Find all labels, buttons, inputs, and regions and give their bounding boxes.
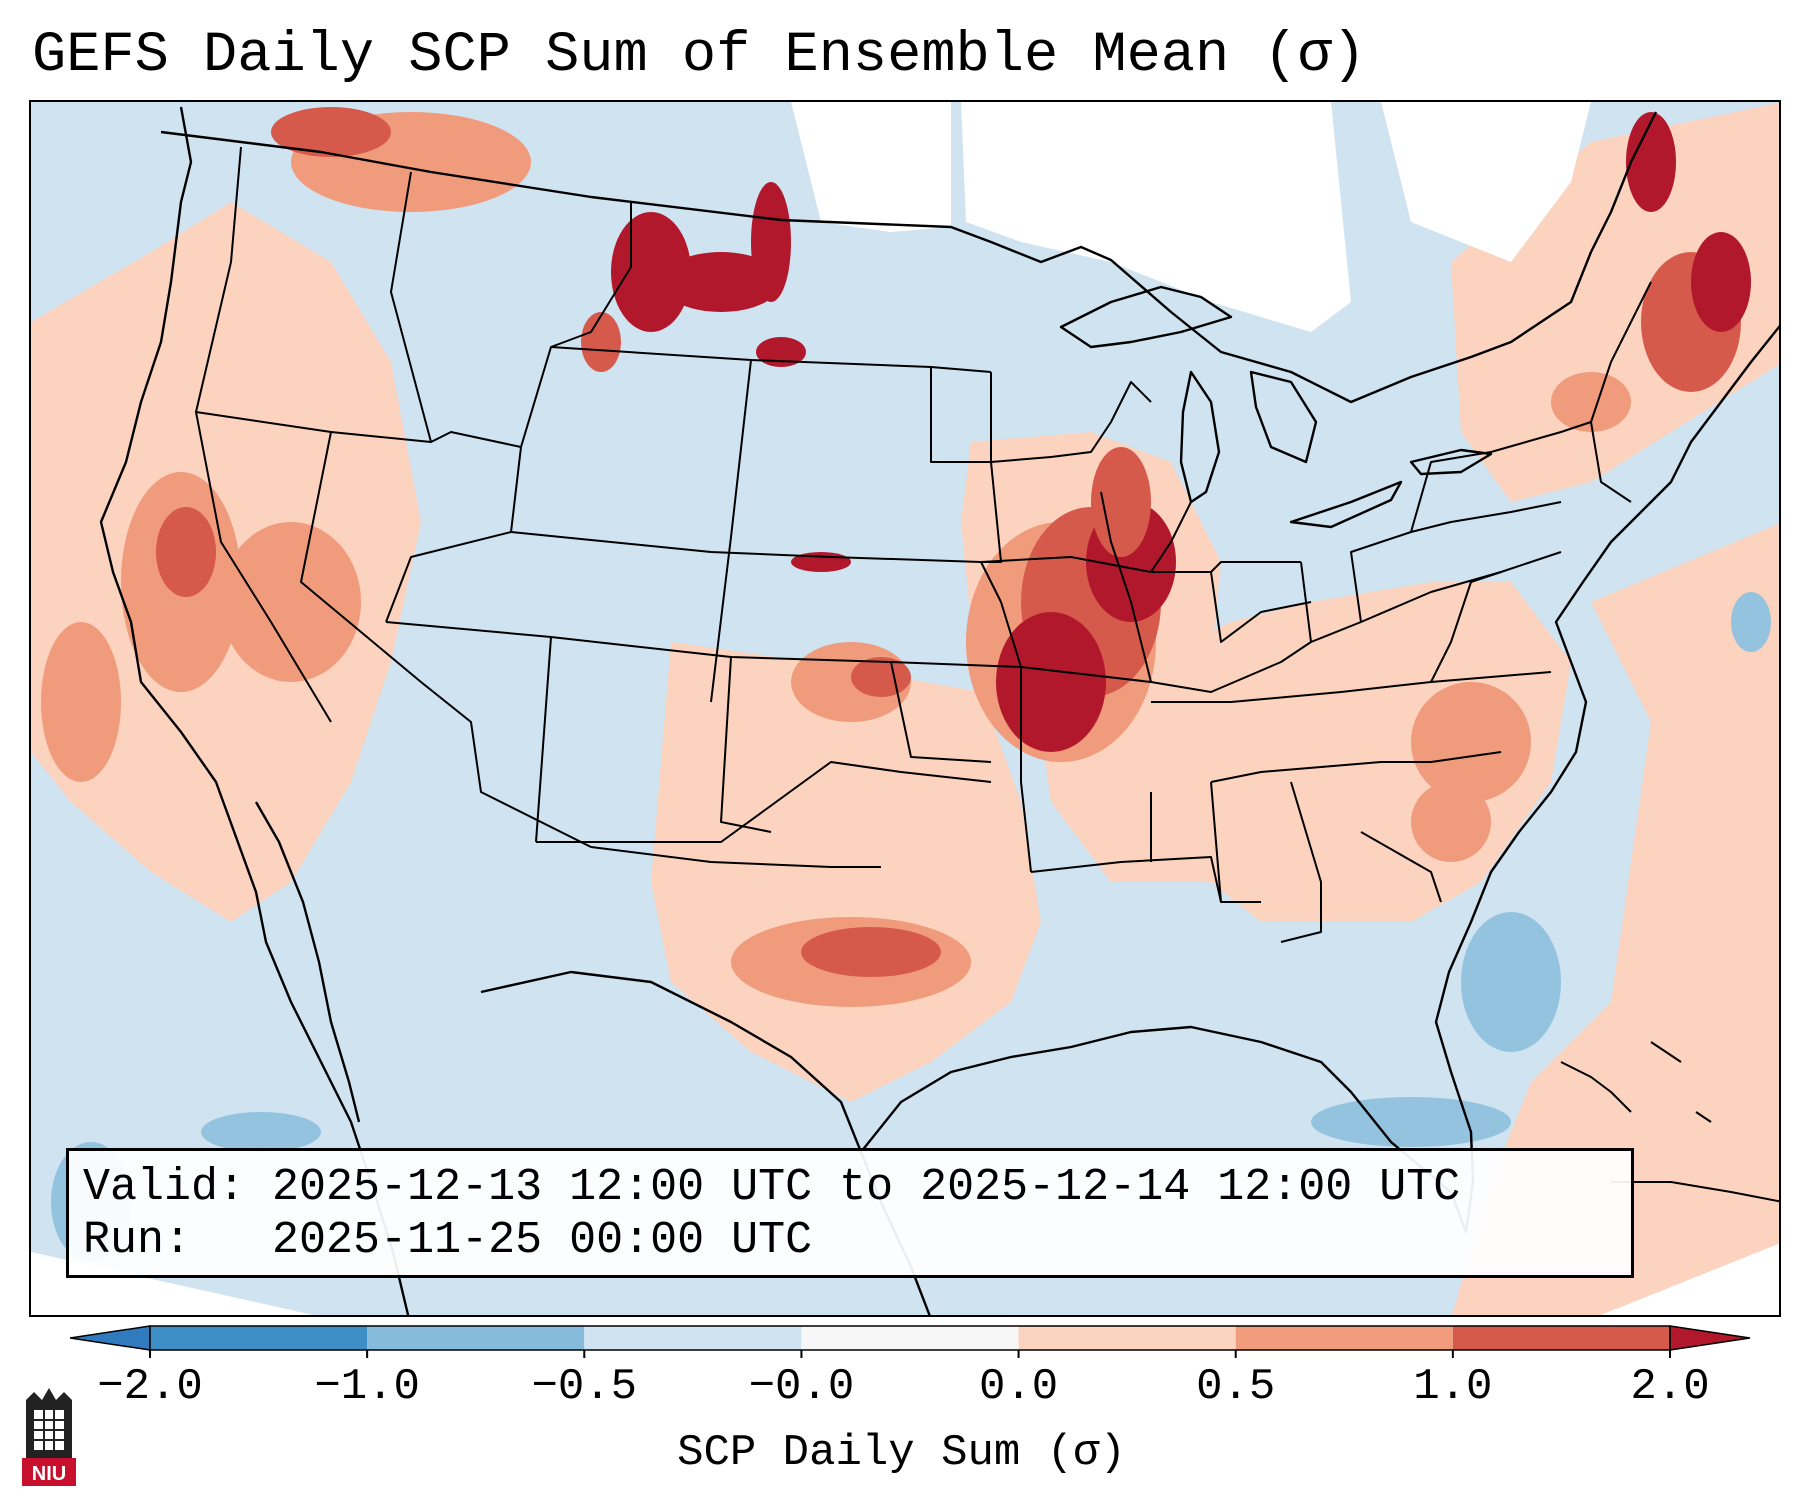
colorbar-segment (584, 1326, 802, 1350)
lake-huron (1249, 370, 1318, 464)
logo-text: NIU (32, 1463, 66, 1485)
colorbar-segment (150, 1326, 368, 1350)
us-canada-border (160, 111, 1658, 404)
valid-label: Valid: (83, 1162, 246, 1213)
colorbar-tick-label: 1.0 (1413, 1362, 1493, 1412)
shaded-region (751, 182, 791, 302)
colorbar-tick-label: −2.0 (97, 1362, 203, 1412)
colorbar-extend-high (1669, 1325, 1750, 1351)
colorbar-segments (70, 1325, 1750, 1358)
scp-map (31, 102, 1779, 1315)
atlantic-negative-region (1461, 912, 1561, 1052)
baja-california (254, 801, 361, 1123)
lake-michigan (1179, 370, 1221, 504)
lake-superior (1059, 285, 1233, 349)
colorbar-tick-label: −0.0 (748, 1362, 855, 1412)
west-coastline (99, 106, 410, 1315)
shaded-region (271, 107, 391, 157)
map-panel (29, 100, 1781, 1317)
colorbar-segment (1452, 1326, 1670, 1350)
castle-icon: NIU (22, 1388, 76, 1486)
colorbar-label: SCP Daily Sum (σ) (677, 1428, 1126, 1478)
colorbar-segment (1235, 1326, 1453, 1350)
map-title: GEFS Daily SCP Sum of Ensemble Mean (σ) (32, 24, 1367, 88)
valid-value: 2025-12-13 12:00 UTC to 2025-12-14 12:00… (272, 1162, 1461, 1213)
shaded-region (1691, 232, 1751, 332)
shaded-region (756, 337, 806, 367)
run-line: Run: 2025-11-25 00:00 UTC (83, 1214, 1617, 1267)
shaded-region (1411, 682, 1531, 802)
colorbar (70, 1325, 1750, 1358)
shaded-region (156, 507, 216, 597)
valid-line: Valid: 2025-12-13 12:00 UTC to 2025-12-1… (83, 1161, 1617, 1214)
shaded-region (1411, 782, 1491, 862)
gulf-negative-region (1311, 1097, 1511, 1147)
shaded-region (221, 522, 361, 682)
scp-grid-cells (31, 102, 1779, 1315)
atlantic-positive-region (1452, 523, 1779, 1315)
shaded-region (1091, 447, 1151, 557)
colorbar-tick-label: −1.0 (314, 1362, 420, 1412)
run-value: 2025-11-25 00:00 UTC (272, 1215, 813, 1266)
maine-strong-region (1626, 112, 1676, 212)
colorbar-tick-label: 2.0 (1630, 1362, 1710, 1412)
colorbar-tick-label: 0.5 (1196, 1362, 1276, 1412)
colorbar-segment (1018, 1326, 1236, 1350)
shaded-region (1731, 592, 1771, 652)
colorbar-segment (801, 1326, 1019, 1350)
colorbar-extend-low (70, 1325, 151, 1351)
gulf-coast-us (860, 325, 1779, 1234)
caribbean-islands (1560, 1041, 1779, 1203)
colorbar-segment (367, 1326, 585, 1350)
valid-time-box: Valid: 2025-12-13 12:00 UTC to 2025-12-1… (66, 1148, 1634, 1278)
shaded-region (1551, 372, 1631, 432)
colorbar-outline (149, 1325, 1671, 1351)
colorbar-tick-label: 0.0 (978, 1362, 1059, 1412)
midwest-strong-region (996, 612, 1106, 752)
boundaries (99, 106, 1779, 1315)
lake-ontario (1409, 448, 1493, 476)
shaded-region (581, 312, 621, 372)
canada-white-region (791, 102, 951, 232)
shaded-region (1600, 1243, 1779, 1315)
shaded-region (801, 927, 941, 977)
shaded-region (661, 252, 781, 312)
run-label: Run: (83, 1215, 192, 1266)
colorbar-tick-label: −0.5 (531, 1362, 638, 1412)
shaded-region (961, 102, 1351, 332)
shaded-region (201, 1112, 321, 1152)
state-borders (195, 146, 1652, 943)
lake-erie (1289, 480, 1403, 529)
shaded-region (41, 622, 121, 782)
shaded-region (1381, 102, 1591, 262)
